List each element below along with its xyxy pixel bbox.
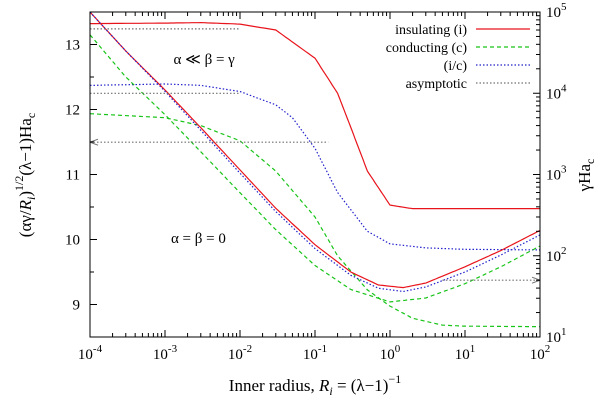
y2-tick-label: 104: [546, 82, 567, 102]
x-tick-label: 100: [380, 343, 401, 363]
series-layer: [90, 12, 540, 328]
series-line-0: [90, 21, 540, 210]
x-tick-label: 10-1: [303, 343, 327, 363]
y2-tick-label: 103: [546, 164, 567, 184]
legend-label: conducting (c): [386, 41, 468, 56]
plot-frame: [89, 11, 541, 338]
legend-label: insulating (i): [395, 23, 467, 38]
y2-axis-title: γHac: [575, 159, 597, 193]
series-line-3: [90, 12, 540, 289]
y2-tick-label: 105: [546, 1, 567, 21]
arrow-head: [90, 138, 99, 146]
x-tick-label: 10-2: [228, 343, 252, 363]
annotation-layer: α ≪ β = γ α = β = 0: [171, 52, 235, 247]
legend-label: (i/c): [444, 59, 468, 74]
tick-layer: 10-4 10-3 10-2 10-1 100 101 102910111213101102…: [65, 1, 567, 363]
y-tick-label: 11: [66, 168, 80, 184]
series-line-5: [90, 34, 540, 303]
y2-tick-label: 101: [546, 326, 567, 346]
arrow-head: [531, 276, 540, 284]
legend-label: asymptotic: [406, 77, 467, 92]
series-line-4: [90, 12, 540, 293]
series-line-1: [90, 113, 540, 328]
y2-tick-label: 102: [546, 245, 567, 265]
series-line-2: [90, 83, 540, 251]
annotation-label: α ≪ β = γ: [174, 52, 236, 68]
x-tick-label: 10-4: [78, 343, 103, 363]
y-tick-label: 12: [65, 103, 80, 119]
legend: insulating (i) conducting (c) (i/c) asympto…: [386, 23, 530, 92]
y-tick-label: 9: [73, 298, 81, 314]
y-tick-label: 13: [65, 38, 80, 54]
annotation-label: α = β = 0: [171, 231, 226, 247]
x-axis-title: Inner radius, Ri = (λ−1)−1: [229, 372, 401, 398]
y-tick-label: 10: [65, 233, 80, 249]
y-axis-title: (αγ/Ri)1/2(λ−1)Hac: [12, 113, 38, 237]
x-tick-label: 10-3: [153, 343, 178, 363]
x-tick-label: 101: [455, 343, 476, 363]
x-tick-label: 102: [530, 343, 551, 363]
